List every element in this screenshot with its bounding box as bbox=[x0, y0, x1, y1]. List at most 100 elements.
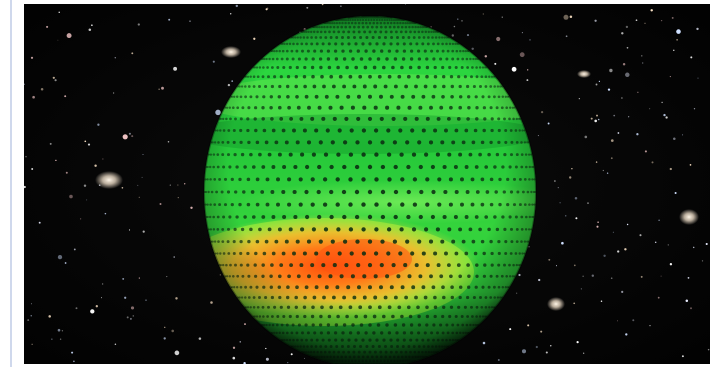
star bbox=[697, 77, 699, 79]
star bbox=[64, 262, 67, 264]
star bbox=[306, 6, 309, 9]
star bbox=[597, 118, 600, 121]
star bbox=[526, 79, 529, 82]
star bbox=[497, 359, 500, 361]
star bbox=[122, 277, 125, 280]
star bbox=[571, 168, 573, 170]
galaxies bbox=[95, 46, 699, 311]
star bbox=[610, 277, 613, 279]
star bbox=[113, 92, 115, 94]
star bbox=[540, 110, 544, 114]
star bbox=[265, 347, 267, 350]
star bbox=[131, 135, 134, 138]
star bbox=[669, 76, 671, 78]
star bbox=[590, 117, 593, 120]
star bbox=[212, 60, 215, 63]
star bbox=[230, 13, 232, 15]
star bbox=[231, 80, 234, 82]
star bbox=[637, 91, 639, 93]
star bbox=[87, 143, 91, 146]
star bbox=[674, 191, 677, 195]
star bbox=[658, 219, 660, 221]
star bbox=[642, 62, 644, 64]
star bbox=[494, 62, 497, 65]
star bbox=[174, 350, 180, 356]
star bbox=[104, 212, 107, 215]
star bbox=[142, 230, 145, 233]
star bbox=[521, 32, 523, 34]
star bbox=[430, 26, 432, 28]
star bbox=[621, 32, 624, 35]
star bbox=[626, 46, 629, 49]
star bbox=[612, 231, 614, 233]
left-rule bbox=[10, 0, 12, 367]
star bbox=[90, 309, 95, 314]
star bbox=[210, 301, 213, 304]
star bbox=[52, 76, 55, 79]
star bbox=[641, 55, 643, 57]
star bbox=[190, 206, 193, 210]
star bbox=[126, 316, 129, 319]
star bbox=[114, 57, 116, 59]
star bbox=[548, 258, 551, 261]
star bbox=[574, 196, 578, 200]
star bbox=[685, 299, 689, 303]
planet-outline bbox=[203, 15, 537, 364]
star bbox=[650, 9, 653, 12]
star bbox=[559, 202, 561, 204]
star bbox=[501, 16, 503, 18]
star bbox=[25, 156, 27, 158]
star bbox=[64, 95, 67, 98]
star bbox=[596, 225, 599, 228]
star bbox=[591, 274, 594, 277]
star bbox=[177, 197, 179, 199]
star bbox=[613, 114, 616, 117]
star bbox=[114, 343, 117, 345]
star bbox=[540, 330, 543, 333]
star bbox=[73, 248, 76, 251]
star bbox=[610, 139, 614, 142]
star bbox=[79, 218, 82, 220]
star bbox=[578, 98, 580, 100]
star bbox=[137, 184, 139, 186]
star bbox=[598, 80, 601, 83]
star bbox=[321, 4, 324, 6]
star bbox=[657, 296, 660, 299]
star bbox=[57, 39, 59, 41]
star bbox=[340, 5, 342, 7]
star bbox=[660, 275, 662, 277]
star bbox=[644, 150, 647, 153]
star bbox=[673, 137, 676, 140]
star bbox=[597, 221, 599, 223]
star bbox=[124, 296, 127, 299]
star bbox=[30, 56, 34, 59]
star bbox=[198, 337, 202, 340]
star bbox=[75, 307, 78, 310]
star bbox=[51, 338, 53, 340]
star bbox=[31, 343, 33, 345]
star bbox=[59, 338, 62, 340]
star bbox=[682, 134, 684, 136]
star bbox=[617, 320, 618, 322]
star bbox=[159, 203, 162, 205]
star bbox=[705, 242, 708, 246]
star bbox=[94, 164, 97, 167]
star bbox=[27, 319, 30, 322]
star bbox=[665, 116, 668, 119]
star bbox=[65, 171, 68, 174]
star bbox=[232, 346, 236, 349]
star bbox=[676, 29, 681, 34]
star bbox=[38, 221, 41, 224]
star bbox=[687, 277, 690, 279]
star bbox=[303, 357, 305, 359]
star bbox=[73, 360, 75, 363]
star bbox=[576, 341, 579, 344]
star bbox=[54, 79, 57, 82]
star bbox=[232, 356, 236, 360]
star bbox=[227, 83, 231, 87]
star bbox=[669, 263, 673, 266]
star bbox=[681, 355, 684, 358]
star bbox=[573, 302, 576, 305]
star bbox=[528, 246, 530, 248]
